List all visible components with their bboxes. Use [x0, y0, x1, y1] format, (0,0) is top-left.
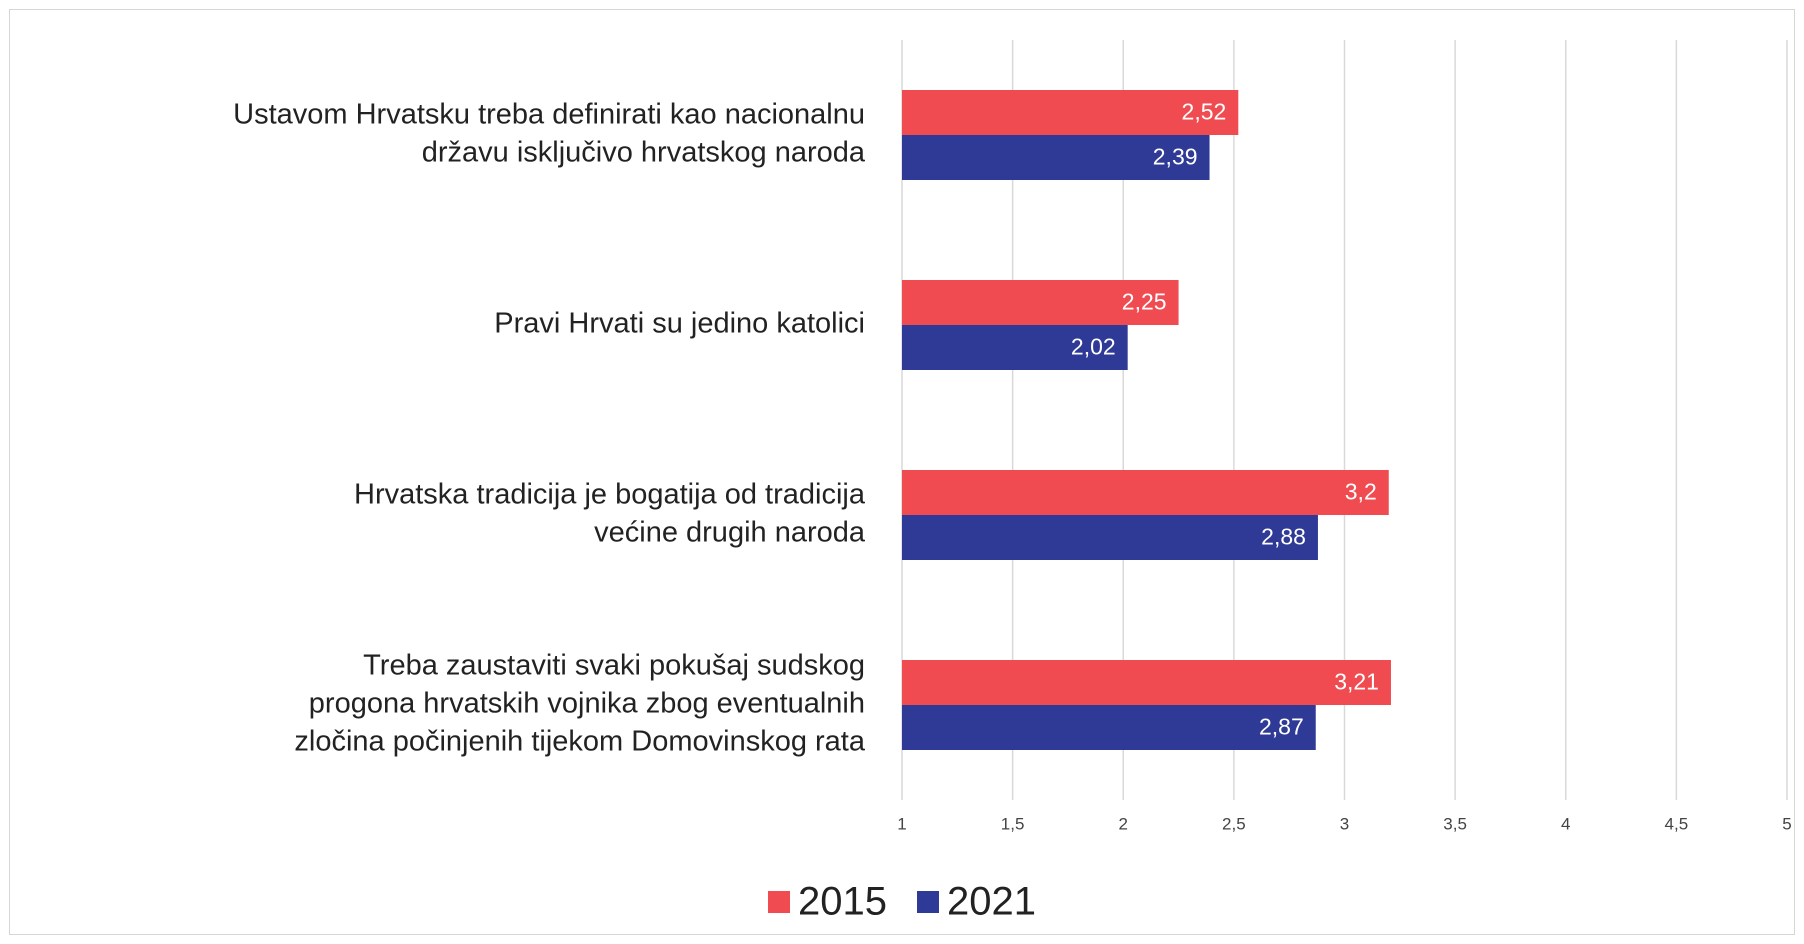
legend-label: 2015 [798, 880, 887, 924]
x-tick-label: 1 [897, 814, 906, 833]
category-label: Pravi Hrvati su jedino katolici [494, 308, 865, 340]
bar [902, 280, 1179, 325]
category-label: Hrvatska tradicija je bogatija od tradic… [354, 479, 866, 511]
bar [902, 470, 1389, 515]
legend-label: 2021 [947, 880, 1036, 924]
value-label: 2,25 [1122, 289, 1167, 315]
bar [902, 325, 1128, 370]
category-label: većine drugih naroda [594, 517, 866, 549]
bar [902, 515, 1318, 560]
x-tick-label: 2,5 [1222, 814, 1246, 833]
x-tick-label: 2 [1119, 814, 1128, 833]
category-label: zločina počinjenih tijekom Domovinskog r… [294, 726, 865, 758]
value-label: 2,88 [1261, 524, 1306, 550]
category-label: državu isključivo hrvatskog naroda [422, 137, 866, 169]
bar [902, 135, 1210, 180]
x-tick-label: 4 [1561, 814, 1570, 833]
legend-swatch [917, 891, 939, 913]
frame [9, 9, 1795, 935]
x-tick-label: 3 [1340, 814, 1349, 833]
bar [902, 90, 1239, 135]
value-label: 2,52 [1182, 99, 1227, 125]
category-label: Treba zaustaviti svaki pokušaj sudskog [363, 650, 865, 682]
x-tick-label: 1,5 [1001, 814, 1025, 833]
category-label: progona hrvatskih vojnika zbog eventualn… [309, 688, 865, 720]
value-label: 2,87 [1259, 714, 1304, 740]
x-tick-label: 5 [1782, 814, 1791, 833]
value-label: 3,21 [1334, 669, 1379, 695]
x-tick-label: 3,5 [1443, 814, 1467, 833]
value-label: 2,39 [1153, 144, 1198, 170]
legend-swatch [768, 891, 791, 913]
value-label: 3,2 [1345, 479, 1377, 505]
bar [902, 660, 1391, 705]
x-tick-label: 4,5 [1665, 814, 1689, 833]
value-label: 2,02 [1071, 334, 1116, 360]
category-label: Ustavom Hrvatsku treba definirati kao na… [233, 99, 865, 131]
bar [902, 705, 1316, 750]
